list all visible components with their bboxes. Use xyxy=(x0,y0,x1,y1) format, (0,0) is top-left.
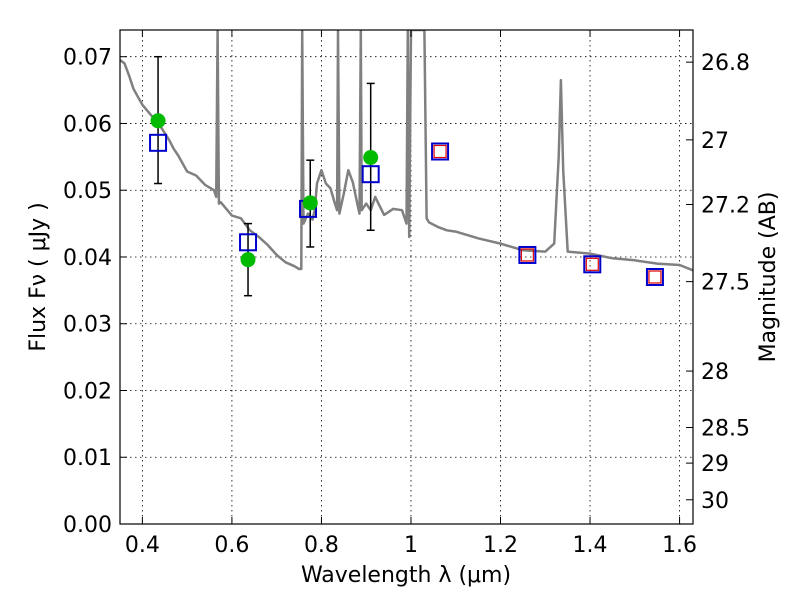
right-tick-label: 26.8 xyxy=(701,51,750,76)
x-tick-label: 1.4 xyxy=(573,533,608,558)
y-tick-label: 0.07 xyxy=(63,46,112,71)
template-spectrum-line xyxy=(120,30,693,272)
observed-point xyxy=(150,113,166,129)
y-tick-label: 0.06 xyxy=(63,112,112,137)
template-spectrum xyxy=(120,30,693,272)
x-tick-label: 1.6 xyxy=(662,533,697,558)
model-square-marker xyxy=(239,233,258,252)
observed-point xyxy=(302,195,318,211)
y-tick-label: 0.03 xyxy=(63,313,112,338)
x-axis-label: Wavelength λ (μm) xyxy=(301,563,511,588)
inner-red-marker xyxy=(585,257,599,271)
x-tick-label: 1.2 xyxy=(483,533,518,558)
x-tick-label: 1 xyxy=(404,533,418,558)
y-axis-right-label: Magnitude (AB) xyxy=(756,192,781,363)
right-tick-label: 27.2 xyxy=(701,193,750,218)
right-tick-label: 27.5 xyxy=(701,271,750,296)
x-tick-label: 0.4 xyxy=(125,533,160,558)
y-tick-label: 0.02 xyxy=(63,379,112,404)
y-tick-label: 0.04 xyxy=(63,246,112,271)
model-square-marker xyxy=(645,268,664,286)
inner-red-marker xyxy=(520,248,534,262)
model-square-marker xyxy=(361,165,380,184)
axis-ticks: 0.4 0.6 0.8 1 1.2 1.4 1.6 0.00 0.01 0.02 0.03 0.04 0… xyxy=(63,30,750,558)
right-tick-label: 29 xyxy=(701,452,729,477)
right-tick-label: 30 xyxy=(701,489,729,514)
model-square-marker xyxy=(518,245,537,264)
inner-red-marker xyxy=(433,144,447,159)
y-tick-label: 0.01 xyxy=(63,446,112,471)
x-tick-label: 0.6 xyxy=(214,533,249,558)
x-tick-label: 0.8 xyxy=(304,533,339,558)
model-square-marker xyxy=(431,142,450,161)
right-tick-label: 28.5 xyxy=(701,417,750,442)
observed-point xyxy=(363,150,379,166)
right-tick-label: 28 xyxy=(701,360,729,385)
model-square-marker xyxy=(583,255,602,274)
y-tick-label: 0.05 xyxy=(63,179,112,204)
data-markers xyxy=(149,55,664,297)
right-tick-label: 27 xyxy=(701,129,729,154)
y-axis-label: Flux Fν ( μJy ) xyxy=(26,202,51,351)
plot-frame xyxy=(119,29,694,525)
observed-point xyxy=(240,252,256,268)
model-square-marker xyxy=(149,133,168,152)
y-tick-label: 0.00 xyxy=(63,513,112,538)
inner-red-marker xyxy=(648,270,662,284)
